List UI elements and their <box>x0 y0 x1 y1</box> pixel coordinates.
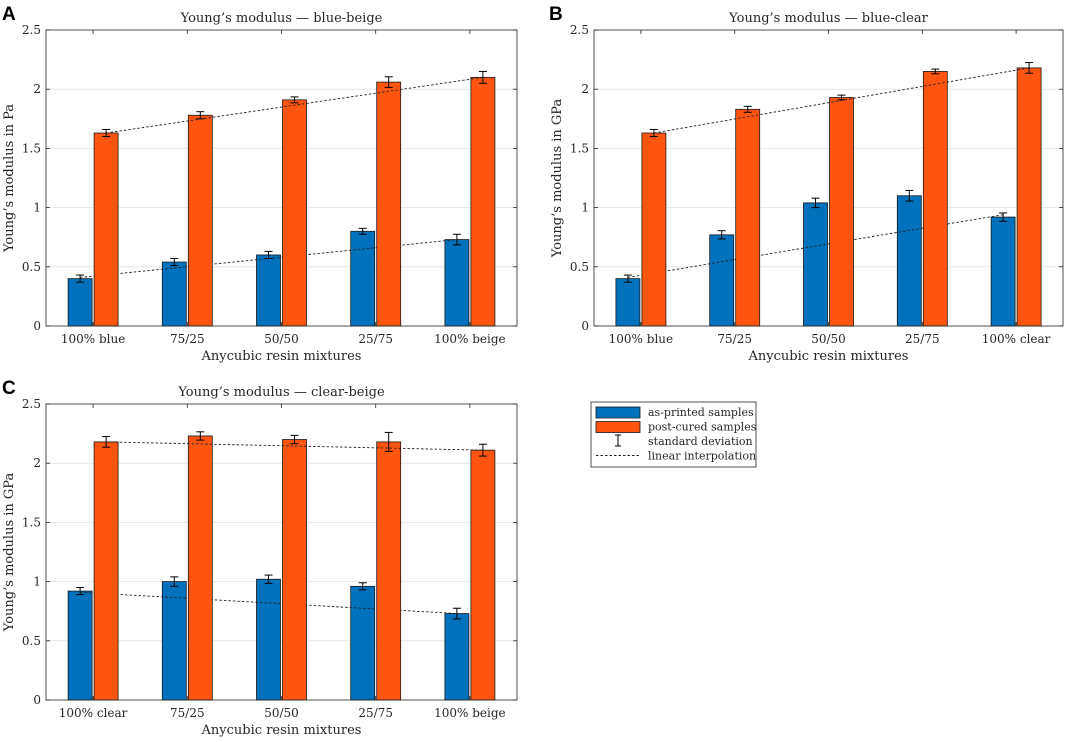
x-tick-label: 75/25 <box>170 706 205 720</box>
bar-post-cured <box>93 132 119 327</box>
panel-letter: C <box>2 378 16 399</box>
y-tick-label: 0.5 <box>22 634 41 648</box>
chart-title: Young’s modulus — blue-beige <box>180 11 383 26</box>
bar-post-cured <box>376 441 402 701</box>
bar-as-printed <box>615 278 641 327</box>
bar-post-cured <box>282 99 307 327</box>
bar-post-cured <box>829 97 854 327</box>
bar-as-printed <box>444 613 470 701</box>
x-tick-label: 50/50 <box>264 332 299 346</box>
panel-letter: A <box>2 4 16 25</box>
bar-as-printed <box>161 581 187 701</box>
bar-as-printed <box>161 261 187 327</box>
y-tick-label: 1 <box>581 201 589 215</box>
x-tick-label: 25/75 <box>358 706 393 720</box>
x-tick-label: 25/75 <box>358 332 393 346</box>
x-tick-label: 100% blue <box>61 332 125 346</box>
y-axis-label: Young’s modulus in GPa <box>2 473 17 633</box>
bar-post-cured <box>376 81 402 327</box>
legend-label: standard deviation <box>648 435 753 448</box>
x-tick-label: 100% clear <box>59 706 128 720</box>
bar-as-printed <box>803 202 828 327</box>
x-axis-label: Anycubic resin mixtures <box>201 723 362 738</box>
chart-title: Young’s modulus — clear-beige <box>177 385 385 400</box>
x-axis-label: Anycubic resin mixtures <box>748 349 909 364</box>
chart-title: Young’s modulus — blue-clear <box>728 11 928 26</box>
x-tick-label: 25/75 <box>905 332 940 346</box>
y-tick-label: 0 <box>33 693 41 707</box>
y-tick-label: 0 <box>581 319 589 333</box>
bar-post-cured <box>1016 67 1042 327</box>
bar-as-printed <box>67 590 93 701</box>
y-tick-label: 2 <box>33 456 41 470</box>
y-tick-label: 0 <box>33 319 41 333</box>
chart-panel-a: 0 0.5 1 1.5 2 2.5 100% blue 75/25 50/50 25/75 100%… <box>2 4 518 364</box>
bar-post-cured <box>641 132 667 327</box>
chart-panel-c: 0 0.5 1 1.5 2 2.5 100% clear 75/25 50/50 25/75 100… <box>2 378 518 738</box>
y-tick-label: 1 <box>33 201 41 215</box>
legend-label: post-cured samples <box>648 421 757 434</box>
x-tick-label: 100% blue <box>609 332 673 346</box>
y-tick-label: 1.5 <box>570 141 589 155</box>
bar-post-cured <box>470 76 496 327</box>
interpolation-line <box>106 76 483 134</box>
bar-as-printed <box>256 254 281 327</box>
bar-post-cured <box>470 449 496 701</box>
x-tick-label: 100% beige <box>434 332 506 346</box>
bar-post-cured <box>282 439 307 701</box>
bar-post-cured <box>735 108 761 327</box>
bar-as-printed <box>256 578 281 701</box>
bar-as-printed <box>67 278 93 327</box>
y-tick-label: 1 <box>33 575 41 589</box>
x-tick-label: 50/50 <box>811 332 846 346</box>
chart-panel-b: 0 0.5 1 1.5 2 2.5 100% blue 75/25 50/50 25/75 100%… <box>549 4 1064 364</box>
y-tick-label: 0.5 <box>570 260 589 274</box>
bar-as-printed <box>350 585 376 701</box>
bar-post-cured <box>93 441 119 701</box>
panel-letter: B <box>549 4 563 25</box>
bar-as-printed <box>709 234 735 327</box>
y-tick-label: 2 <box>581 82 589 96</box>
x-axis-label: Anycubic resin mixtures <box>201 349 362 364</box>
y-tick-label: 1.5 <box>22 141 41 155</box>
x-tick-label: 75/25 <box>717 332 752 346</box>
bar-as-printed <box>990 216 1016 327</box>
x-tick-label: 50/50 <box>264 706 299 720</box>
y-tick-label: 2.5 <box>570 23 589 37</box>
x-tick-label: 100% clear <box>982 332 1051 346</box>
legend-swatch-as-printed <box>595 406 641 419</box>
interpolation-line <box>653 67 1030 134</box>
bar-post-cured <box>922 71 948 327</box>
bar-as-printed <box>444 239 470 327</box>
bar-as-printed <box>350 230 376 327</box>
y-axis-label: Young’s modulus in Pa <box>2 104 17 253</box>
bar-post-cured <box>187 435 213 701</box>
bar-post-cured <box>187 114 213 327</box>
y-tick-label: 2.5 <box>22 397 41 411</box>
y-tick-label: 2 <box>33 82 41 96</box>
legend-label: linear interpolation <box>648 450 756 463</box>
legend-label: as-printed samples <box>648 406 754 419</box>
y-tick-label: 1.5 <box>22 515 41 529</box>
x-tick-label: 75/25 <box>170 332 205 346</box>
y-tick-label: 0.5 <box>22 260 41 274</box>
legend: as-printed samples post-cured samplesstan… <box>590 401 757 468</box>
x-tick-label: 100% beige <box>434 706 506 720</box>
y-axis-label: Young’s modulus in GPa <box>550 99 565 259</box>
legend-swatch-post-cured <box>595 421 641 433</box>
bar-as-printed <box>896 195 922 327</box>
y-tick-label: 2.5 <box>22 23 41 37</box>
